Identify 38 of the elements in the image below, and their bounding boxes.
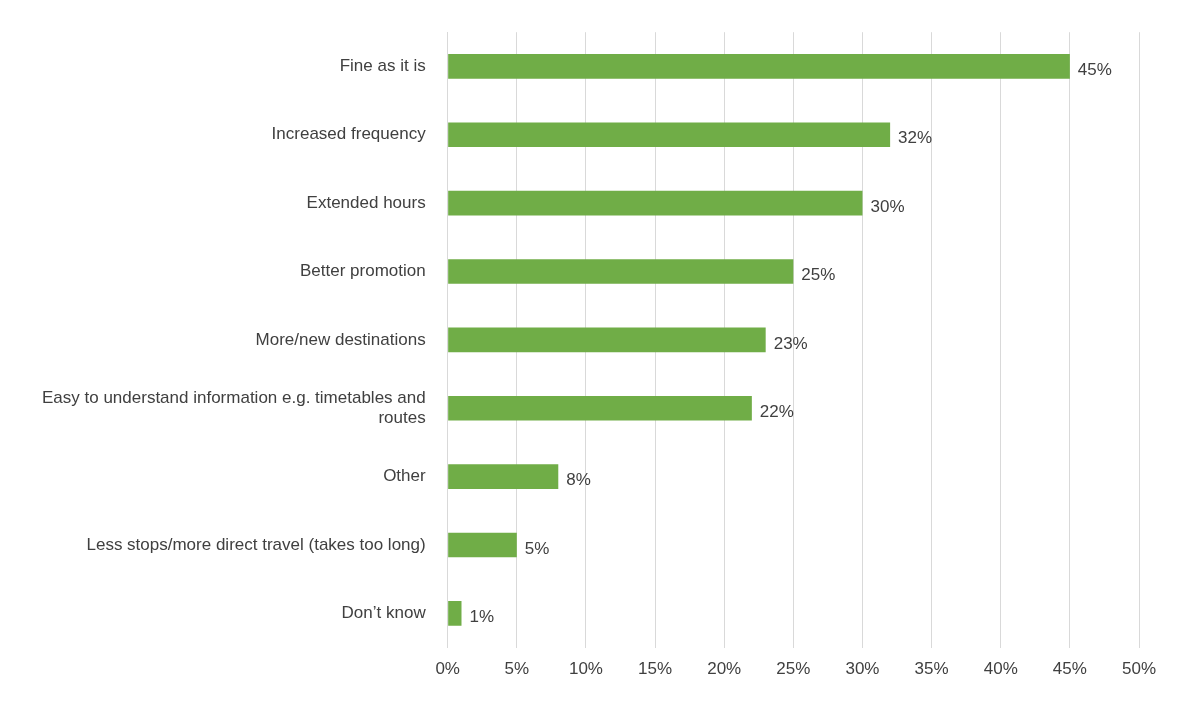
data-label: 30% bbox=[870, 196, 905, 216]
x-tick-label: 40% bbox=[983, 659, 1018, 679]
data-label: 5% bbox=[524, 538, 550, 558]
bar bbox=[448, 54, 1070, 79]
bar bbox=[448, 395, 752, 421]
x-tick-label: 50% bbox=[1121, 659, 1157, 679]
bar bbox=[448, 532, 517, 558]
data-label: 22% bbox=[759, 401, 794, 421]
x-tick-label: 35% bbox=[914, 659, 949, 679]
data-label: 45% bbox=[1077, 60, 1112, 80]
bar bbox=[448, 327, 766, 353]
bar bbox=[448, 259, 794, 284]
bar bbox=[448, 190, 863, 216]
y-tick-label: Better promotion bbox=[299, 261, 426, 281]
x-tick-label: 10% bbox=[568, 659, 603, 679]
x-tick-label: 45% bbox=[1052, 659, 1087, 679]
data-label: 23% bbox=[773, 333, 808, 353]
data-label: 25% bbox=[801, 265, 836, 285]
y-tick-label: Easy to understand information e.g. timetables and routes bbox=[42, 387, 426, 428]
x-tick-label: 25% bbox=[776, 659, 811, 679]
x-tick-label: 5% bbox=[504, 659, 530, 679]
y-tick-label: Increased frequency bbox=[271, 124, 427, 144]
x-tick-label: 0% bbox=[435, 659, 460, 679]
y-tick-label: Other bbox=[383, 466, 426, 486]
data-label: 1% bbox=[469, 607, 495, 627]
y-tick-label: Fine as it is bbox=[339, 56, 426, 76]
x-tick-label: 20% bbox=[707, 659, 742, 679]
x-tick-label: 15% bbox=[638, 659, 673, 679]
bar bbox=[448, 464, 559, 489]
y-tick-label: Less stops/more direct travel (takes too long) bbox=[86, 534, 426, 554]
x-tick-label: 30% bbox=[845, 659, 880, 679]
y-tick-label: More/new destinations bbox=[255, 329, 426, 349]
data-label: 32% bbox=[898, 128, 933, 148]
bar bbox=[448, 601, 462, 626]
data-label: 8% bbox=[566, 470, 591, 490]
y-tick-label: Extended hours bbox=[306, 192, 426, 212]
bar bbox=[448, 122, 891, 148]
y-tick-label: Don’t know bbox=[341, 603, 427, 623]
